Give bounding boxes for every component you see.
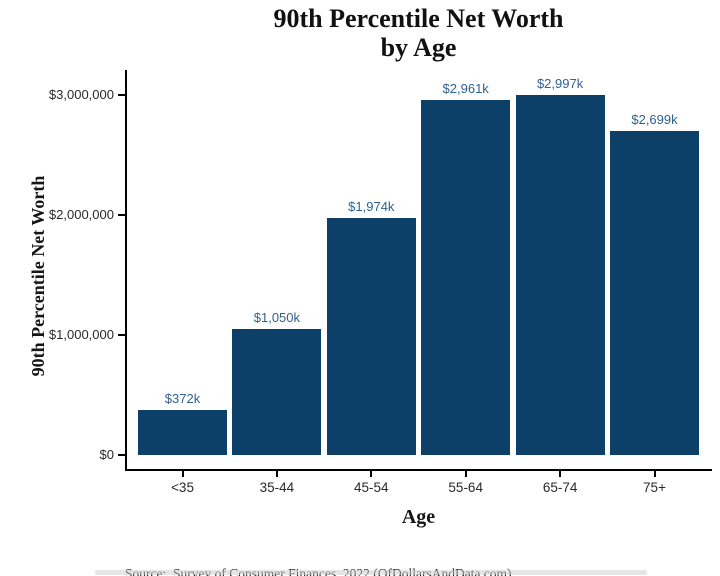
chart-title-line2: by Age [380,33,457,63]
x-tick-mark [464,471,467,477]
x-tick-label: 55-64 [448,480,483,495]
x-tick-label: 45-54 [354,480,389,495]
chart-title: 90th Percentile Net Worth by Age [125,4,712,62]
y-tick-label: $0 [99,447,114,462]
x-tick-mark [559,471,562,477]
x-tick-label: 65-74 [542,480,578,495]
x-tick-mark [653,471,656,477]
x-tick-mark [181,471,184,477]
bar-value-label: $1,050k [253,310,301,325]
bar-55-64 [421,99,511,455]
x-axis-title: Age [401,506,436,528]
y-axis-title: 90th Percentile Net Worth [28,175,48,377]
bar-35-44 [232,329,322,455]
bar-value-label: $2,699k [631,112,678,128]
bar-value-label: $2,961k [442,80,489,96]
x-tick-label: 75+ [643,480,666,495]
chart-title-line1: 90th Percentile Net Worth [273,4,564,33]
y-tick-label: $3,000,000 [48,87,114,102]
y-tick-mark [118,334,125,336]
x-tick-mark [370,471,373,477]
y-tick-mark [118,214,125,216]
x-tick-label: 35-44 [259,480,295,495]
bar-value-label: $1,974k [348,199,395,215]
bar-value-label: $2,997k [536,76,584,92]
y-tick-label: $2,000,000 [48,207,114,222]
bottom-artifact-strip [95,570,647,575]
bar-65-74 [515,95,605,455]
y-tick-label: $1,000,000 [48,327,114,342]
bar-<35 [138,410,227,455]
plot-area [125,70,712,471]
bar-45-54 [326,218,416,455]
y-tick-mark [118,454,125,456]
bar-75+ [610,131,699,455]
x-tick-label: <35 [171,480,194,495]
bar-value-label: $372k [164,391,201,407]
y-tick-mark [118,94,125,96]
x-tick-mark [275,471,278,477]
